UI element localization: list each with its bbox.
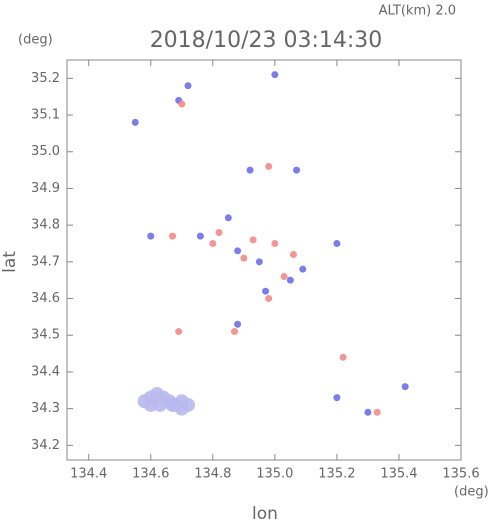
data-point: [175, 328, 183, 336]
x-tick-label: 135.0: [256, 467, 293, 482]
y-unit: (deg): [18, 33, 53, 48]
data-point: [246, 166, 254, 174]
data-point: [184, 82, 192, 90]
data-point: [333, 239, 341, 247]
data-point: [265, 295, 273, 303]
data-point: [339, 353, 347, 361]
y-tick-label: 35.0: [31, 144, 60, 159]
y-tick-label: 34.3: [31, 401, 60, 416]
data-point: [234, 320, 242, 328]
chart-subtitle: ALT(km) 2.0: [379, 4, 456, 19]
plot-frame: [66, 59, 462, 461]
data-point: [293, 166, 301, 174]
y-axis-title: lat: [0, 251, 20, 273]
x-unit: (deg): [454, 485, 489, 500]
data-point: [280, 273, 288, 281]
y-tick-label: 34.8: [31, 218, 60, 233]
y-tick-label: 34.9: [31, 181, 60, 196]
y-tick-label: 34.6: [31, 291, 60, 306]
x-tick-label: 134.6: [132, 467, 169, 482]
data-point: [373, 408, 381, 416]
x-tick-label: 134.8: [194, 467, 231, 482]
data-point: [231, 328, 239, 336]
data-point: [168, 232, 176, 240]
data-point: [249, 236, 257, 244]
chart-title: 2018/10/23 03:14:30: [150, 28, 383, 53]
data-point: [178, 100, 186, 108]
data-point: [255, 258, 263, 266]
data-point: [224, 214, 232, 222]
y-tick-label: 34.7: [31, 254, 60, 269]
data-point: [153, 397, 168, 412]
data-point: [299, 265, 307, 273]
x-tick-label: 135.2: [318, 467, 355, 482]
data-point: [262, 287, 270, 295]
data-point: [265, 162, 273, 170]
data-point: [286, 276, 294, 284]
data-point: [271, 71, 279, 79]
data-point: [174, 401, 189, 416]
data-point: [131, 118, 139, 126]
data-point: [401, 383, 409, 391]
data-point: [364, 408, 372, 416]
x-tick-label: 135.6: [442, 467, 479, 482]
data-point: [271, 239, 279, 247]
y-tick-label: 34.2: [31, 438, 60, 453]
data-point: [333, 394, 341, 402]
x-tick-label: 135.4: [380, 467, 417, 482]
data-point: [234, 247, 242, 255]
data-point: [147, 232, 155, 240]
data-point: [209, 239, 217, 247]
data-point: [215, 228, 223, 236]
data-point: [289, 250, 297, 258]
data-point: [240, 254, 248, 262]
x-axis-title: lon: [252, 504, 278, 521]
x-tick-label: 134.4: [70, 467, 107, 482]
y-tick-label: 35.1: [31, 108, 60, 123]
data-point: [196, 232, 204, 240]
y-tick-label: 34.4: [31, 364, 60, 379]
y-tick-label: 35.2: [31, 71, 60, 86]
y-tick-label: 34.5: [31, 328, 60, 343]
